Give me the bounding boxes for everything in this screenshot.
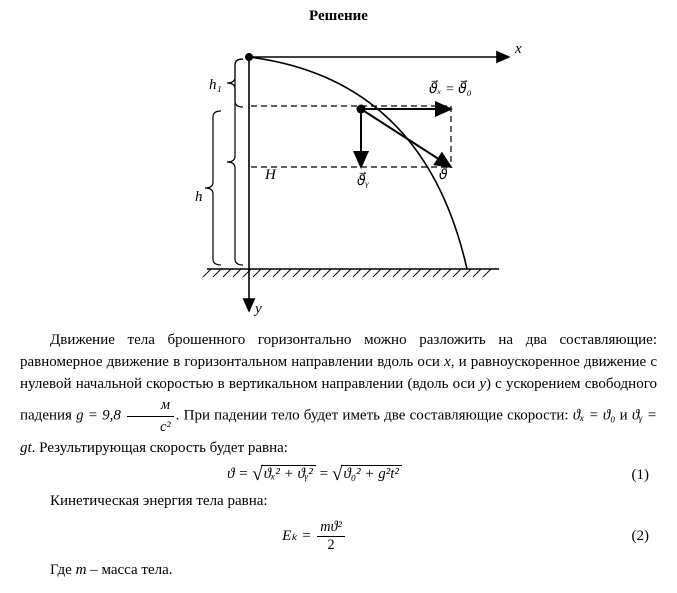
eq2-den: 2 (317, 537, 345, 554)
svg-text:H: H (264, 167, 277, 183)
g-eq: g = 9,8 (76, 408, 121, 424)
svg-text:ϑ⃗ᵧ: ϑ⃗ᵧ (357, 171, 370, 189)
p1-text-e: и (615, 408, 631, 424)
svg-text:ϑ⃗ₓ = ϑ⃗₀: ϑ⃗ₓ = ϑ⃗₀ (429, 79, 472, 97)
sym-y: y (479, 376, 486, 392)
eq2-num: mϑ² (317, 519, 345, 537)
section-title: Решение (20, 8, 657, 25)
equation-1: ϑ = √ ϑₓ² + ϑᵧ² = √ ϑ₀² + g²t² (20, 465, 609, 485)
paragraph-1: Движение тела брошенного горизонтально м… (20, 330, 657, 459)
g-unit-den: с² (127, 417, 174, 438)
eq1-inner2: ϑ₀² + g²t² (341, 465, 402, 485)
g-unit-frac: м с² (127, 395, 174, 437)
eq1-mid: = (320, 467, 328, 483)
eq1-lhs: ϑ = (227, 467, 248, 483)
projectile-diagram: h₁ Hh x y ϑ⃗ₓ = ϑ⃗₀ ϑ⃗ᵧ ϑ⃗ (139, 29, 539, 319)
eq1-sqrt1: √ ϑₓ² + ϑᵧ² (252, 465, 316, 485)
eq1-inner1: ϑₓ² + ϑᵧ² (261, 465, 316, 485)
svg-text:ϑ⃗: ϑ⃗ (439, 165, 448, 183)
equation-2: Eₖ = mϑ² 2 (20, 519, 609, 554)
vx-eq: ϑₓ = ϑ₀ (573, 408, 616, 424)
eq2-lhs: Eₖ = (282, 528, 311, 544)
eq2-number: (2) (609, 528, 657, 545)
eq1-sqrt2: √ ϑ₀² + g²t² (332, 465, 402, 485)
svg-text:y: y (253, 301, 262, 317)
eq1-number: (1) (609, 467, 657, 484)
equation-2-row: Eₖ = mϑ² 2 (2) (20, 519, 657, 554)
diagram-container: h₁ Hh x y ϑ⃗ₓ = ϑ⃗₀ ϑ⃗ᵧ ϑ⃗ (20, 29, 657, 324)
sym-x: x (444, 354, 451, 370)
p1-text-d: . При падении тело будет иметь две соста… (176, 408, 573, 424)
svg-text:h₁: h₁ (209, 77, 222, 93)
svg-text:x: x (514, 41, 522, 57)
p1-text-f: . Результирующая скорость будет равна: (32, 440, 288, 456)
eq2-frac: mϑ² 2 (317, 519, 345, 554)
last-line: Где m – масса тела. (20, 560, 657, 582)
g-unit-num: м (127, 395, 174, 417)
equation-1-row: ϑ = √ ϑₓ² + ϑᵧ² = √ ϑ₀² + g²t² (1) (20, 465, 657, 485)
svg-text:h: h (195, 189, 203, 205)
kinetic-line: Кинетическая энергия тела равна: (20, 491, 657, 513)
